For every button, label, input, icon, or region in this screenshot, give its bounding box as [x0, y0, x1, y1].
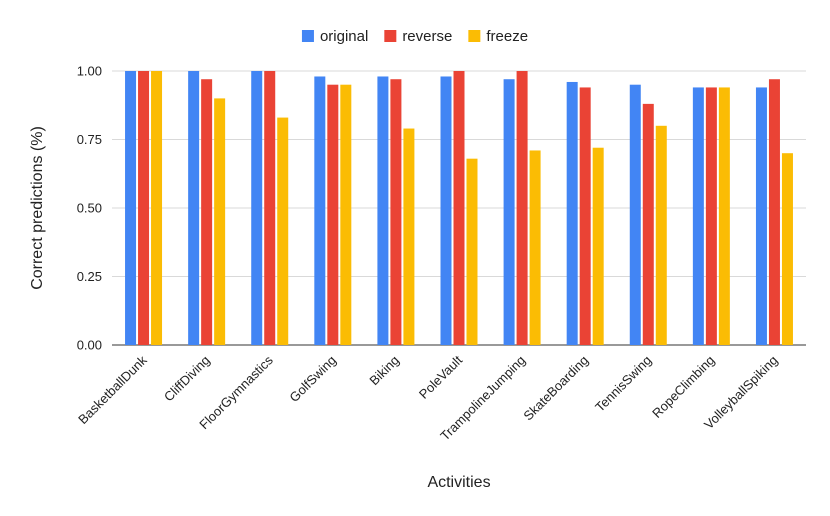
y-axis-ticks: 0.00 0.25 0.50 0.75 1.00: [77, 64, 102, 353]
bar-original: [125, 71, 137, 345]
legend-label: original: [320, 28, 368, 45]
bar-original: [188, 71, 200, 345]
y-tick-label: 0.25: [77, 269, 102, 284]
legend-label: freeze: [486, 28, 528, 45]
bar-freeze: [151, 71, 163, 345]
bar-freeze: [592, 147, 604, 345]
y-axis-title: Correct predictions (%): [29, 126, 46, 290]
y-tick-label: 0.00: [77, 338, 102, 353]
bar-original: [566, 81, 578, 346]
bar-original: [755, 87, 767, 345]
bar-original: [314, 76, 326, 345]
bar-original: [503, 79, 515, 345]
bar-freeze: [718, 87, 730, 345]
bar-reverse: [390, 79, 402, 345]
legend-swatch: [468, 30, 481, 42]
legend-swatch: [384, 30, 397, 42]
bar-freeze: [781, 153, 793, 345]
legend-swatch: [301, 30, 314, 42]
bar-freeze: [403, 128, 415, 345]
bar-reverse: [642, 103, 654, 345]
y-tick-label: 0.50: [77, 201, 102, 216]
bar-freeze: [466, 158, 478, 345]
bar-freeze: [655, 125, 667, 345]
x-axis-ticks: BasketballDunk CliffDivingFloorGymnastics…: [75, 352, 780, 443]
bar-reverse: [327, 84, 339, 345]
bar-original: [377, 76, 389, 345]
bar-reverse: [579, 87, 591, 345]
bar-reverse: [516, 71, 528, 345]
x-tick-label: RopeClimbing: [649, 353, 717, 421]
x-tick-label: SkateBoarding: [520, 353, 591, 424]
x-tick-label: TennisSwing: [592, 353, 654, 415]
legend-label: reverse: [402, 28, 452, 45]
bar-original: [692, 87, 704, 345]
bar-freeze: [214, 98, 226, 346]
bars-layer: [125, 71, 793, 346]
legend: original reverse freeze: [301, 28, 528, 45]
bar-reverse: [768, 79, 780, 345]
bar-freeze: [529, 150, 541, 345]
bar-reverse: [138, 71, 150, 345]
bar-reverse: [264, 71, 276, 345]
bar-freeze: [340, 84, 352, 345]
x-tick-label: Biking: [366, 353, 402, 389]
bar-reverse: [453, 71, 465, 345]
bar-original: [251, 71, 263, 345]
bar-reverse: [705, 87, 717, 345]
x-tick-label: PoleVault: [416, 352, 466, 402]
y-tick-label: 0.75: [77, 132, 102, 147]
y-tick-label: 1.00: [77, 64, 102, 79]
x-tick-label: GolfSwing: [286, 353, 339, 406]
bar-freeze: [277, 117, 289, 345]
bar-original: [629, 84, 641, 345]
bar-reverse: [201, 79, 213, 345]
x-tick-label: CliffDiving: [161, 353, 213, 405]
x-tick-label: BasketballDunk: [75, 352, 150, 427]
x-axis-title: Activities: [427, 474, 490, 491]
bar-original: [440, 76, 452, 345]
